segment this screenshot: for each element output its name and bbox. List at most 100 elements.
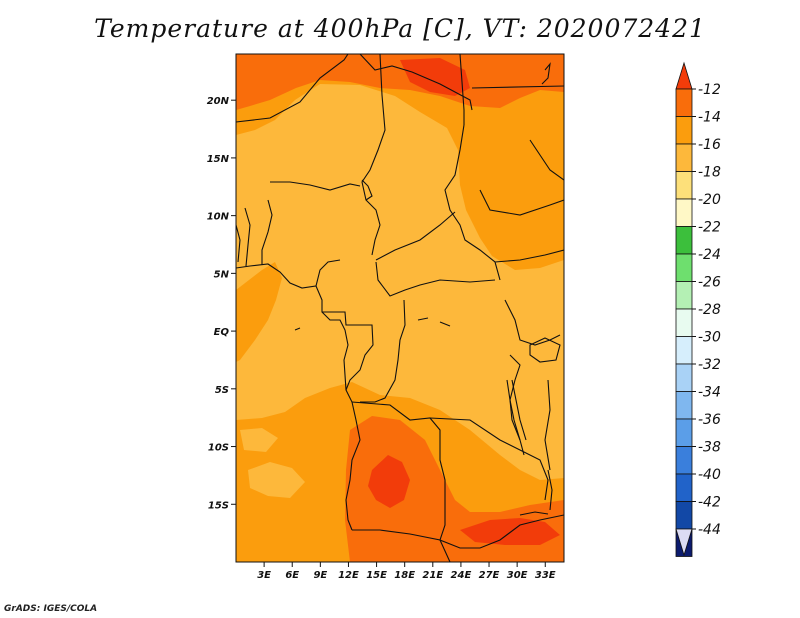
border-gabon-congo bbox=[322, 311, 374, 391]
border-rwanda bbox=[509, 354, 521, 441]
lon-tick-label: 27E bbox=[479, 570, 500, 581]
colorbar-label: -12 bbox=[698, 82, 721, 98]
field-hottest-south bbox=[460, 518, 560, 545]
colorbar-swatch bbox=[675, 116, 693, 145]
colorbar-label: -18 bbox=[698, 165, 721, 181]
lon-tick-label: 18E bbox=[394, 570, 415, 581]
colorbar-label: -36 bbox=[698, 412, 721, 428]
lat-tick-label: 15N bbox=[207, 154, 230, 165]
colorbar-swatch bbox=[675, 281, 693, 310]
country-borders bbox=[236, 54, 564, 562]
border-red-sea bbox=[541, 62, 551, 85]
colorbar-label: -34 bbox=[698, 385, 721, 401]
colorbar-label: -26 bbox=[698, 275, 721, 291]
field-cool-west-patch bbox=[240, 428, 278, 452]
border-nigeria bbox=[270, 181, 361, 191]
lat-tick-label: EQ bbox=[214, 327, 230, 338]
latitude-axis: 20N 15N 10N 5N EQ 5S 10S 15S bbox=[207, 96, 236, 511]
border-chad-sudan bbox=[444, 124, 501, 281]
colorbar: -12 -14 -16 -18 -20 -22 -24 -26 -28 -30 -32 -34 -36 -… bbox=[675, 61, 721, 557]
lat-tick-label: 15S bbox=[208, 500, 229, 511]
border-sahara bbox=[236, 54, 349, 123]
colorbar-swatch bbox=[675, 473, 693, 502]
border-west-coast bbox=[236, 263, 361, 531]
colorbar-swatch bbox=[675, 226, 693, 255]
colorbar-label: -16 bbox=[698, 137, 721, 153]
field-hottest-north bbox=[400, 58, 470, 96]
colorbar-swatch bbox=[675, 253, 693, 282]
colorbar-swatch bbox=[675, 336, 693, 365]
colorbar-swatch bbox=[675, 446, 693, 475]
lon-tick-label: 12E bbox=[338, 570, 359, 581]
lon-tick-label: 30E bbox=[507, 570, 528, 581]
colorbar-swatch bbox=[675, 363, 693, 392]
colorbar-label: -40 bbox=[698, 467, 721, 483]
lon-tick-label: 9E bbox=[313, 570, 327, 581]
field-warm-west-lobe bbox=[236, 262, 282, 362]
lon-tick-label: 24E bbox=[451, 570, 472, 581]
map-title: Temperature at 400hPa [C], VT: 202007242… bbox=[94, 14, 706, 43]
border-south-sudan bbox=[494, 249, 564, 263]
border-cameroon bbox=[315, 259, 341, 287]
border-north-line bbox=[359, 54, 473, 111]
border-ethiopia bbox=[529, 139, 564, 181]
colorbar-swatch bbox=[675, 391, 693, 420]
colorbar-swatch bbox=[675, 171, 693, 200]
border-lake-kariba bbox=[519, 511, 549, 516]
colorbar-swatch bbox=[675, 143, 693, 172]
colorbar-label: -38 bbox=[698, 440, 721, 456]
temperature-field bbox=[236, 54, 564, 562]
colorbar-label: -42 bbox=[698, 495, 721, 511]
longitude-axis: 3E 6E 9E 12E 15E 18E 21E 24E 27E 30E 33E bbox=[257, 562, 556, 581]
field-hot-north bbox=[236, 54, 564, 110]
colorbar-label: -28 bbox=[698, 302, 721, 318]
border-uganda bbox=[504, 299, 561, 346]
lon-tick-label: 15E bbox=[366, 570, 387, 581]
colorbar-label: -30 bbox=[698, 330, 721, 346]
border-sudan-east bbox=[479, 189, 564, 216]
lon-tick-label: 21E bbox=[422, 570, 443, 581]
map-frame bbox=[235, 53, 565, 563]
colorbar-label: -44 bbox=[698, 522, 721, 538]
lon-tick-label: 3E bbox=[257, 570, 271, 581]
border-car-south bbox=[375, 261, 496, 297]
border-ghana bbox=[236, 224, 241, 263]
lon-tick-label: 33E bbox=[535, 570, 556, 581]
border-benin bbox=[261, 199, 273, 265]
colorbar-label: -24 bbox=[698, 247, 721, 263]
border-togo bbox=[244, 207, 251, 267]
field-hottest-angola bbox=[368, 455, 410, 508]
colorbar-swatch bbox=[675, 88, 693, 117]
colorbar-top-arrow bbox=[675, 61, 693, 90]
lat-tick-label: 5S bbox=[215, 385, 229, 396]
colorbar-bottom-arrow bbox=[675, 528, 693, 557]
colorbar-swatch bbox=[675, 501, 693, 530]
colorbar-swatch bbox=[675, 418, 693, 447]
border-car-north bbox=[375, 211, 456, 261]
colorbar-label: -32 bbox=[698, 357, 721, 373]
colorbar-label: -22 bbox=[698, 220, 721, 236]
border-lake-chad bbox=[361, 179, 373, 201]
border-drc-angola bbox=[351, 401, 564, 549]
border-zambia bbox=[429, 417, 549, 501]
border-chad-east bbox=[471, 85, 564, 89]
border-niger-chad bbox=[361, 54, 386, 256]
border-namibia bbox=[352, 529, 451, 562]
field-cool-sw-patch bbox=[248, 462, 305, 498]
colorbar-swatch bbox=[675, 198, 693, 227]
lat-tick-label: 10S bbox=[208, 443, 229, 454]
colorbar-label: -14 bbox=[698, 110, 721, 126]
border-congo-drc bbox=[360, 299, 406, 403]
border-lake-malawi bbox=[547, 469, 553, 511]
lat-tick-label: 20N bbox=[207, 96, 230, 107]
border-lake-tanganyika bbox=[506, 379, 527, 456]
lat-tick-label: 5N bbox=[214, 269, 230, 280]
lat-tick-label: 10N bbox=[207, 212, 230, 223]
credit-text: GrADS: IGES/COLA bbox=[4, 604, 98, 614]
border-lake-victoria bbox=[529, 337, 561, 363]
colorbar-swatch bbox=[675, 308, 693, 337]
lon-tick-label: 6E bbox=[285, 570, 299, 581]
border-libya bbox=[459, 54, 465, 125]
colorbar-label: -20 bbox=[698, 192, 721, 208]
